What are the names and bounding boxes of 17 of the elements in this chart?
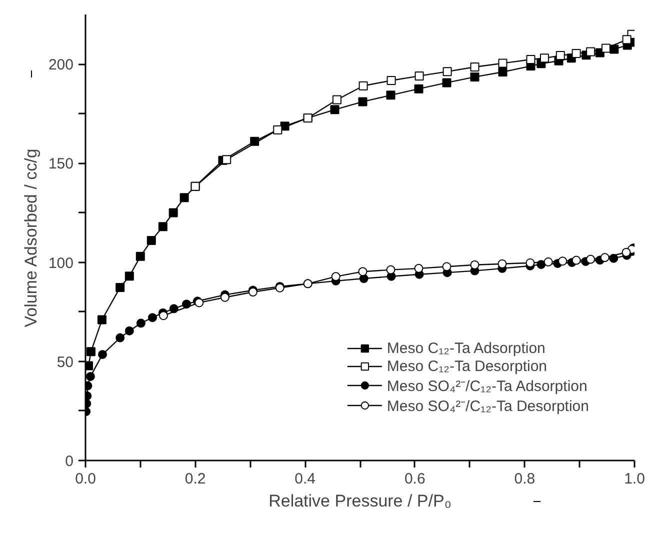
y-tick-label: 50: [56, 354, 74, 371]
y-axis-title: Volume Adsorbed / cc/g: [21, 148, 40, 328]
x-tick-label: 0.8: [514, 470, 536, 488]
x-tick-label: 1.0: [624, 470, 645, 488]
y-tick-label: 100: [48, 254, 74, 272]
x-tick-label: 0.6: [404, 470, 426, 488]
legend-label: Meso SO₄²⁻/C₁₂-Ta Desorption: [386, 397, 589, 415]
x-tick-label: 0.4: [294, 470, 316, 488]
y-tick-label: 200: [48, 56, 74, 74]
legend-label: Meso C₁₂-Ta Adsorption: [386, 339, 546, 357]
x-tick-label: 0.2: [184, 470, 206, 488]
y-tick-label: 0: [65, 453, 74, 470]
x-tick-label: 0.0: [75, 470, 96, 488]
y-tick-label: 150: [48, 156, 74, 173]
legend-label: Meso C₁₂-Ta Desorption: [386, 357, 548, 375]
legend-label: Meso SO₄²⁻/C₁₂-Ta Adsorption: [386, 377, 588, 395]
x-axis-title: Relative Pressure / P/P₀: [268, 492, 452, 510]
